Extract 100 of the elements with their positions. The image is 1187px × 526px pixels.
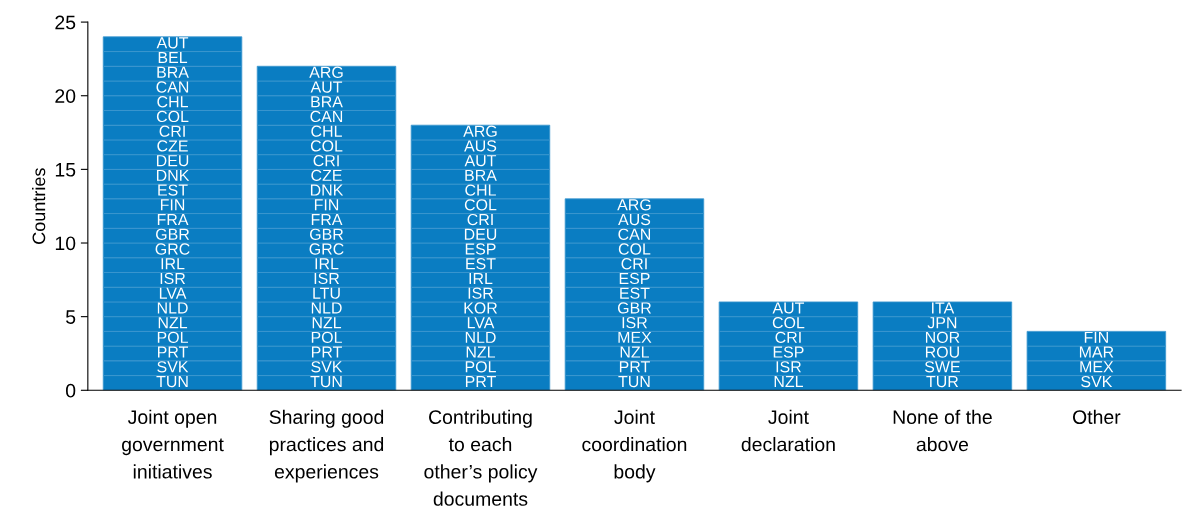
data-label: NOR — [925, 331, 960, 344]
data-label: CRI — [775, 331, 801, 344]
data-label: EST — [620, 287, 650, 299]
data-label: TUN — [310, 376, 342, 388]
data-label: CRI — [159, 125, 185, 137]
data-label: TUN — [618, 376, 650, 388]
data-label: AUT — [156, 37, 189, 49]
data-label: FIN — [160, 199, 185, 211]
data-label: DEU — [464, 228, 497, 240]
data-label: IRL — [469, 272, 493, 284]
data-label: COL — [464, 199, 497, 211]
y-tick-label: 20 — [55, 89, 76, 103]
data-label: DNK — [156, 169, 190, 181]
data-label: NLD — [157, 302, 188, 314]
data-label: COL — [618, 243, 651, 255]
data-label: PRT — [465, 376, 496, 388]
data-label: NZL — [620, 346, 650, 358]
data-label: CHL — [311, 125, 342, 137]
data-label: CRI — [467, 213, 493, 226]
data-label: LVA — [159, 287, 187, 299]
data-label: BEL — [158, 52, 188, 64]
data-label: ARG — [463, 125, 497, 137]
data-label: SWE — [924, 361, 960, 373]
data-label: TUR — [926, 376, 959, 388]
data-label: BRA — [157, 66, 189, 78]
data-label: SVK — [1081, 375, 1113, 388]
data-label: EST — [158, 184, 188, 196]
data-label: DNK — [310, 184, 344, 196]
y-tick-label: 15 — [55, 163, 76, 177]
data-label: MEX — [618, 331, 652, 343]
data-label: ISR — [468, 287, 494, 299]
data-label: FRA — [311, 214, 343, 226]
data-label: NLD — [465, 331, 496, 343]
y-tick-label: 5 — [66, 310, 76, 324]
data-label: TUN — [156, 376, 188, 388]
y-tick-label: 10 — [55, 236, 76, 251]
data-label: CAN — [310, 110, 343, 123]
data-label: AUT — [464, 155, 497, 167]
data-label: ISR — [776, 361, 801, 373]
data-label: GBR — [310, 228, 344, 240]
data-label: NZL — [158, 317, 188, 329]
x-tick-label: Joint coordination body — [582, 409, 687, 483]
data-label: ESP — [773, 346, 804, 358]
data-label: CHL — [465, 184, 496, 196]
x-tick-label: Other — [1072, 409, 1121, 425]
data-label: NLD — [311, 302, 342, 314]
data-label: POL — [465, 361, 496, 373]
data-label: PRT — [619, 361, 650, 373]
data-label: ITA — [932, 302, 955, 314]
data-label: ROU — [925, 346, 959, 358]
data-label: AUS — [464, 140, 497, 152]
data-label: GRC — [309, 243, 344, 255]
data-label: GBR — [156, 228, 190, 240]
data-label: LVA — [467, 317, 495, 329]
data-label: ARG — [309, 66, 343, 78]
x-tick-label: Sharing good practices and experiences — [269, 409, 384, 483]
data-label: BRA — [311, 96, 343, 108]
y-axis-title: Countries — [32, 168, 46, 244]
data-label: ARG — [617, 199, 651, 211]
data-label: PRT — [311, 346, 342, 358]
data-label: POL — [157, 331, 188, 344]
data-label: ESP — [465, 243, 496, 255]
data-label: GRC — [155, 243, 190, 255]
data-label: DEU — [156, 155, 189, 167]
data-label: ISR — [314, 272, 340, 285]
data-label: NZL — [312, 317, 342, 329]
data-label: ISR — [160, 272, 186, 285]
data-label: PRT — [158, 346, 188, 358]
data-label: NZL — [466, 346, 496, 358]
data-label: COL — [156, 110, 189, 123]
data-label: LTU — [313, 287, 340, 299]
x-tick-label: None of the above — [893, 409, 992, 452]
data-label: CAN — [618, 228, 651, 240]
y-tick-label: 0 — [65, 383, 76, 398]
data-label: COL — [772, 316, 805, 329]
data-label: FRA — [157, 214, 189, 226]
data-label: KOR — [464, 302, 498, 314]
data-label: JPN — [927, 317, 957, 329]
data-label: CZE — [311, 169, 342, 182]
data-label: CRI — [313, 154, 339, 167]
data-label: BRA — [465, 169, 497, 181]
data-label: ESP — [619, 272, 650, 285]
y-tick-label: 25 — [55, 15, 76, 30]
data-label: GBR — [617, 302, 652, 314]
data-label: IRL — [161, 258, 185, 270]
x-tick-label: Contributing to each other’s policy documents — [424, 409, 538, 506]
data-label: NZL — [774, 376, 803, 388]
data-label: AUT — [310, 81, 343, 93]
data-label: AUS — [618, 213, 651, 226]
data-label: EST — [466, 258, 496, 270]
data-label: CHL — [157, 96, 188, 108]
data-label: FIN — [1084, 331, 1108, 343]
x-tick-label: Joint declaration — [741, 409, 835, 452]
data-label: ISR — [622, 316, 648, 329]
data-label: SVK — [311, 361, 343, 373]
data-label: MAR — [1079, 346, 1114, 358]
data-label: AUT — [772, 302, 805, 314]
x-tick-label: Joint open government initiatives — [122, 409, 224, 479]
data-label: COL — [310, 140, 343, 152]
data-label: IRL — [315, 258, 339, 270]
